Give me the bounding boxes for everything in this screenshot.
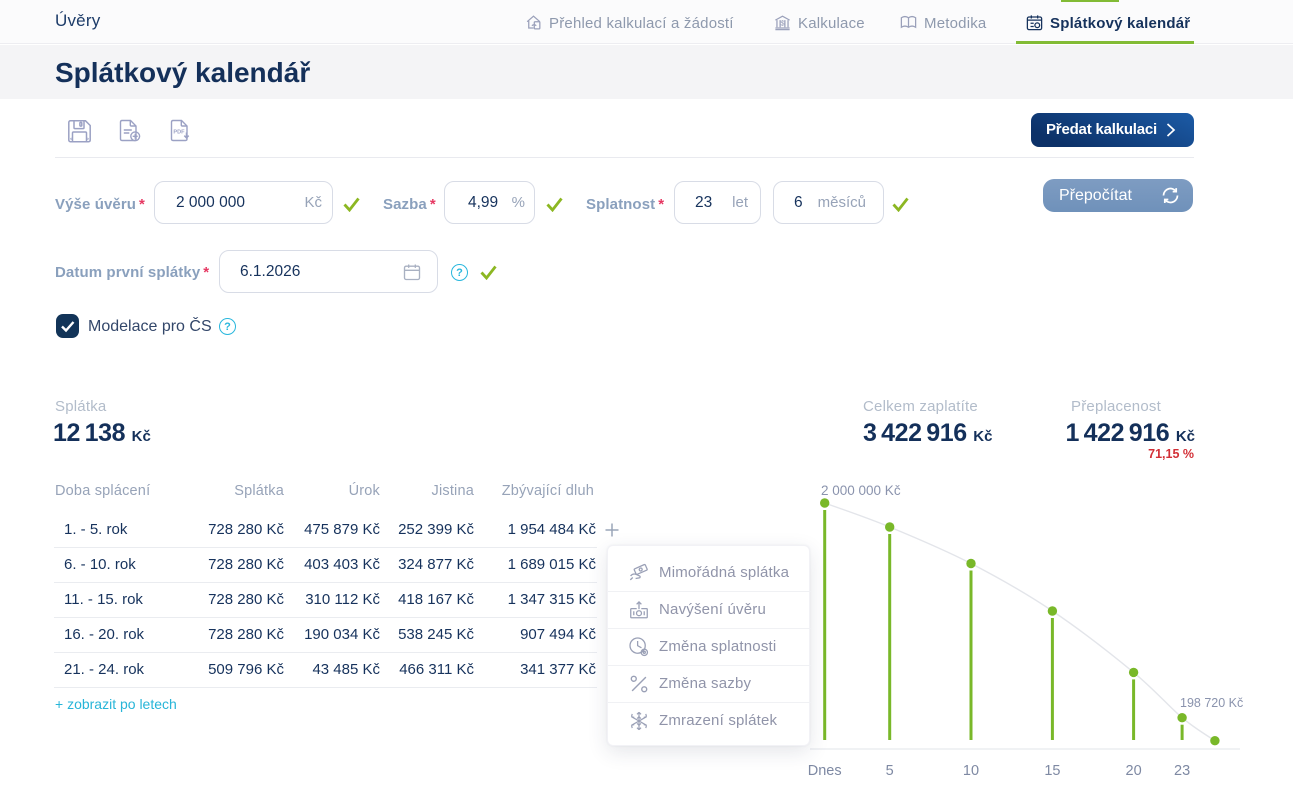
svg-text:15: 15 <box>1044 763 1060 779</box>
svg-text:5: 5 <box>886 763 894 779</box>
svg-text:198 720 Kč: 198 720 Kč <box>1180 696 1243 710</box>
svg-text:Dnes: Dnes <box>808 763 842 779</box>
svg-text:2 000 000 Kč: 2 000 000 Kč <box>821 483 901 498</box>
svg-text:23: 23 <box>1174 763 1190 779</box>
svg-text:20: 20 <box>1126 763 1142 779</box>
svg-text:$: $ <box>780 20 784 28</box>
svg-text:PDF: PDF <box>173 130 185 136</box>
svg-text:10: 10 <box>963 763 979 779</box>
